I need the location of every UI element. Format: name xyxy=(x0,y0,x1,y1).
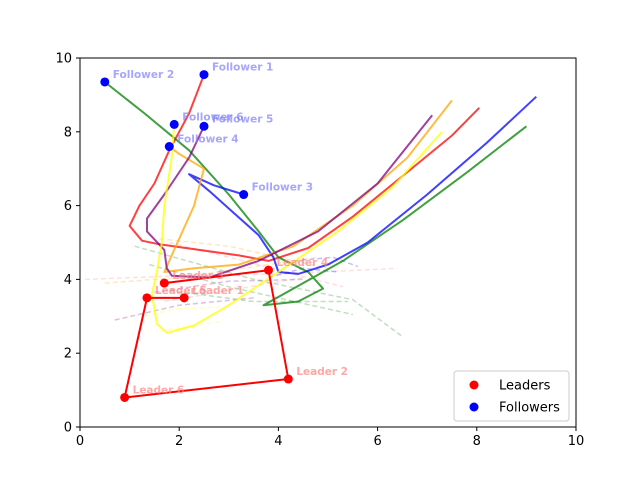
background-dash-11 xyxy=(293,256,359,268)
leader-label-2: Leader 2 xyxy=(296,366,348,378)
point-label-layer: Leader 1 Leader 2 Leader 3 Leader 4 Leader 5… xyxy=(113,62,348,397)
background-dash-2 xyxy=(149,263,353,316)
follower-point-1 xyxy=(199,70,209,80)
x-tick-label-1: 2 xyxy=(175,434,183,449)
leader-trajectory xyxy=(123,269,290,399)
follower-label-2: Follower 2 xyxy=(113,69,174,81)
leader-label-4: Leader 4 xyxy=(276,257,328,269)
leader-point-4 xyxy=(263,265,273,275)
x-tick-label-4: 8 xyxy=(473,434,481,449)
follower-point-2 xyxy=(100,77,110,87)
y-tick-label-5: 10 xyxy=(55,52,72,67)
x-tick-label-3: 6 xyxy=(373,434,381,449)
follower-trajectory-2 xyxy=(104,81,528,307)
background-dash-10 xyxy=(154,278,304,294)
leader-label-5: Leader 5 xyxy=(155,285,207,297)
leader-point-3 xyxy=(159,278,169,288)
follower-point-5 xyxy=(199,121,209,131)
y-tick-label-0: 0 xyxy=(64,421,72,436)
follower-point-6 xyxy=(169,119,179,129)
y-tick-label-2: 4 xyxy=(64,273,72,288)
legend-box xyxy=(453,370,570,422)
follower-trajectory-4 xyxy=(163,99,453,273)
legend-marker-1 xyxy=(469,380,479,390)
follower-label-3: Follower 3 xyxy=(252,182,313,194)
leader-label-6: Leader 6 xyxy=(133,384,185,396)
background-dash-9 xyxy=(114,297,254,321)
background-dash-3 xyxy=(169,289,348,303)
follower-point-4 xyxy=(164,142,174,152)
leader-point-1 xyxy=(179,293,189,303)
follower-point-3 xyxy=(239,190,249,200)
x-tick-label-2: 4 xyxy=(274,434,282,449)
y-tick-label-3: 6 xyxy=(64,199,72,214)
background-dash-6 xyxy=(164,276,304,303)
follower-label-4: Follower 4 xyxy=(177,134,238,146)
trajectory-layer xyxy=(104,74,537,399)
legend-label-2: Followers xyxy=(499,401,560,416)
legend-marker-2 xyxy=(469,402,479,412)
y-tick-label-4: 8 xyxy=(64,125,72,140)
leader-point-5 xyxy=(142,293,152,303)
leader-label-1: Leader 1 xyxy=(192,285,244,297)
follower-label-5: Follower 5 xyxy=(212,113,273,125)
follower-trajectory-3 xyxy=(188,95,537,275)
follower-trajectory-5 xyxy=(146,114,433,279)
leader-point-2 xyxy=(283,374,293,384)
axes-layer: 0 2 4 6 8 10 0 2 4 6 8 10 xyxy=(55,52,584,450)
follower-label-6: Follower 6 xyxy=(182,111,243,123)
legend-label-1: Leaders xyxy=(499,379,551,394)
leader-label-3: Leader 3 xyxy=(172,270,224,282)
point-layer xyxy=(100,70,293,402)
follower-trajectory-1 xyxy=(128,74,481,262)
follower-trajectory-6 xyxy=(150,124,443,334)
plot-area-frame xyxy=(79,57,577,428)
legend: Leaders Followers xyxy=(453,370,570,422)
follower-label-1: Follower 1 xyxy=(212,62,273,74)
background-dash-7 xyxy=(104,256,319,284)
leader-point-6 xyxy=(120,392,130,402)
y-tick-label-1: 2 xyxy=(64,347,72,362)
x-tick-label-5: 10 xyxy=(568,434,585,449)
x-tick-label-0: 0 xyxy=(76,434,84,449)
